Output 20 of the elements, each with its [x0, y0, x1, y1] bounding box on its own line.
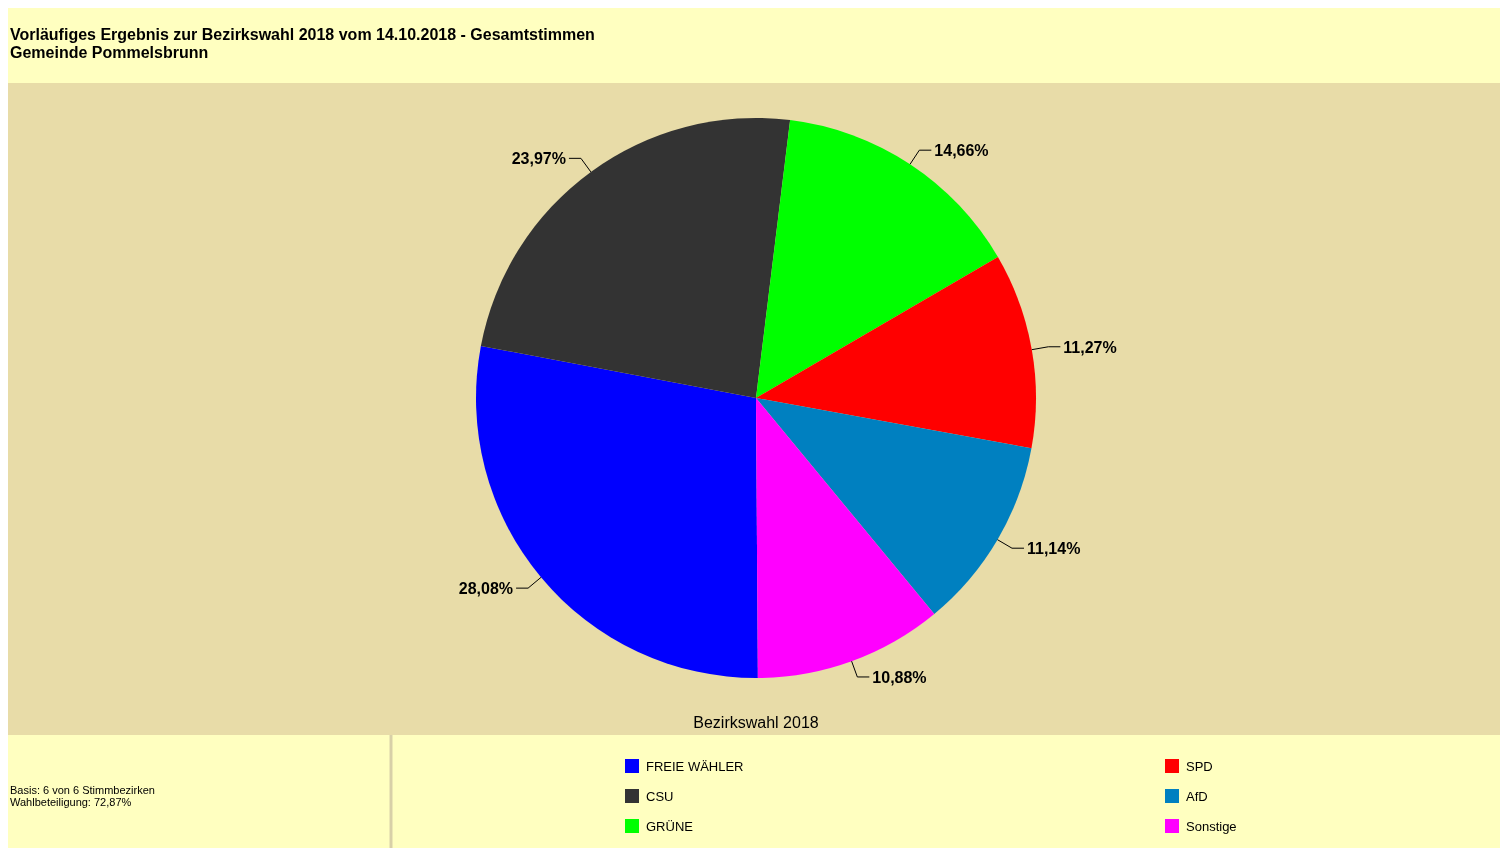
- data-label: 11,14%: [1026, 540, 1081, 558]
- pie-slice: [756, 120, 998, 398]
- text: Gemeinde Pommelsbrunn: [10, 44, 209, 61]
- pie-slice: [756, 257, 1036, 449]
- data-label: 14,66%: [934, 142, 989, 160]
- data-label: 28,08%: [458, 580, 514, 598]
- legend-label: CSU: [646, 789, 674, 804]
- data-label: 11,27%: [1063, 338, 1117, 356]
- text: Wahlbeteiligung: 72,87%: [10, 796, 132, 808]
- pie-slice: [480, 118, 791, 398]
- legend-label: GRÜNE: [646, 819, 694, 834]
- data-label: 23,97%: [511, 150, 566, 168]
- legend-label: SPD: [1186, 759, 1213, 774]
- legend-label: Sonstige: [1186, 819, 1237, 834]
- text: Vorläufiges Ergebnis zur Bezirkswahl 2018 vom 14.10.2018 - Gesamtstimmen: [10, 26, 595, 43]
- legend-label: FREIE WÄHLER: [646, 759, 744, 774]
- text: Basis: 6 von 6 Stimmbezirken: [10, 784, 155, 796]
- legend-label: AfD: [1186, 789, 1208, 804]
- data-label: 10,88%: [872, 668, 927, 686]
- text: Bezirkswahl 2018: [693, 714, 819, 731]
